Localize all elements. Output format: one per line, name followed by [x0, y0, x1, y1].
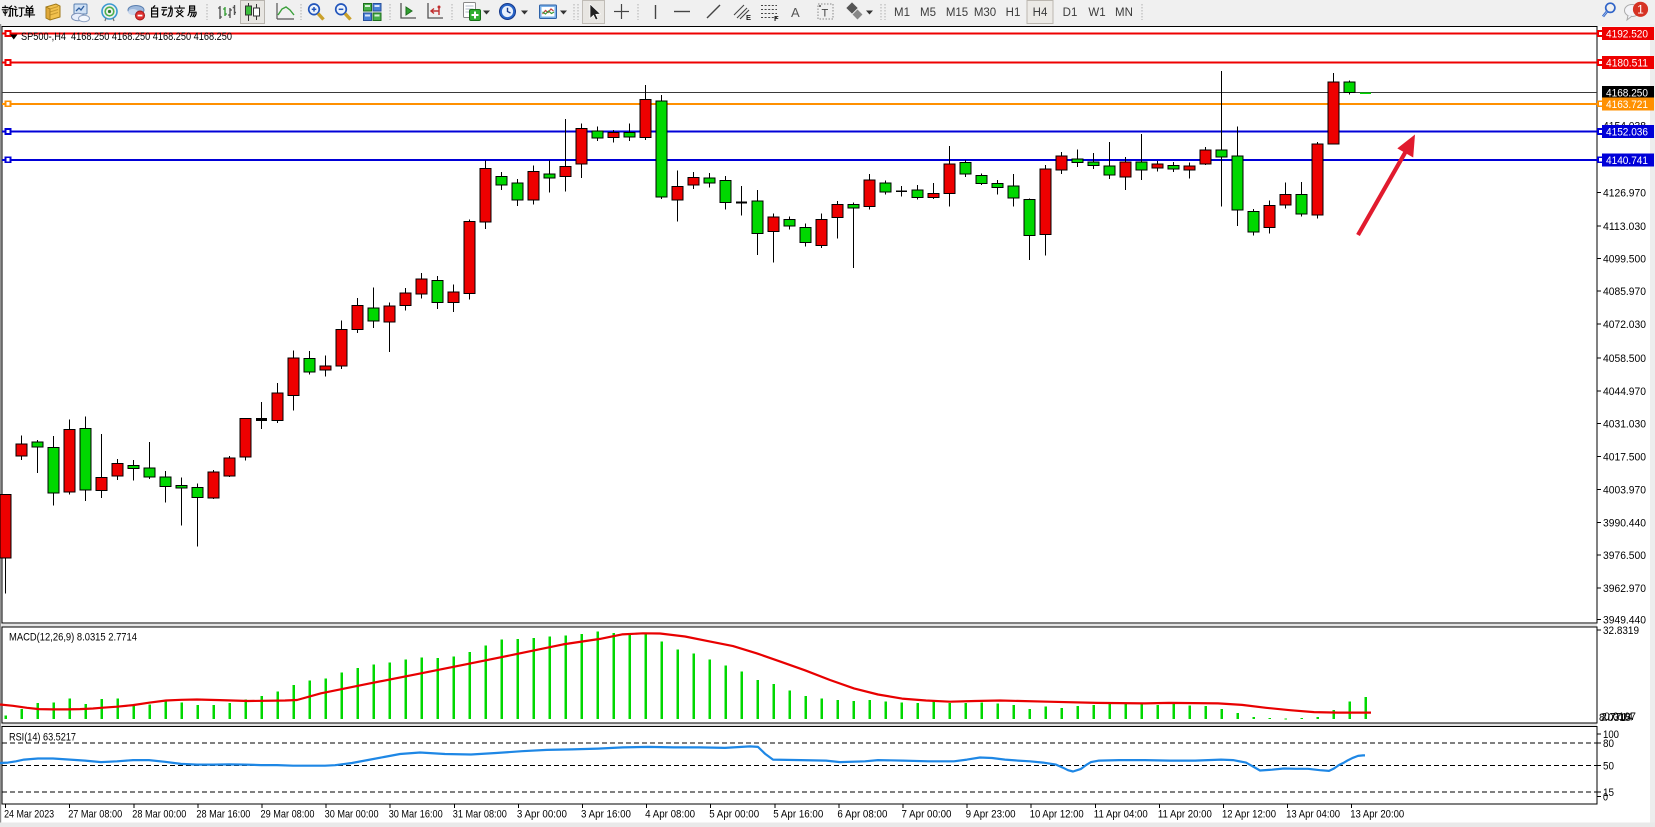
svg-text:4126.970: 4126.970: [1603, 188, 1646, 200]
svg-text:4 Apr 08:00: 4 Apr 08:00: [645, 809, 695, 821]
svg-text:3990.440: 3990.440: [1603, 517, 1646, 529]
svg-text:4017.500: 4017.500: [1603, 452, 1646, 464]
svg-text:1: 1: [1637, 3, 1644, 17]
svg-text:W1: W1: [1088, 7, 1105, 19]
svg-text:80: 80: [1603, 738, 1614, 750]
svg-text:13 Apr 04:00: 13 Apr 04:00: [1286, 809, 1340, 821]
svg-text:15: 15: [1603, 787, 1614, 799]
svg-text:4031.030: 4031.030: [1603, 419, 1646, 431]
svg-text:12 Apr 12:00: 12 Apr 12:00: [1222, 809, 1276, 821]
svg-text:13 Apr 20:00: 13 Apr 20:00: [1350, 809, 1404, 821]
svg-text:A: A: [791, 5, 800, 20]
svg-text:M5: M5: [920, 7, 936, 19]
svg-text:T: T: [822, 8, 829, 20]
svg-text:4058.500: 4058.500: [1603, 353, 1646, 365]
svg-text:7 Apr 00:00: 7 Apr 00:00: [902, 809, 952, 821]
svg-text:28 Mar 00:00: 28 Mar 00:00: [132, 809, 186, 821]
svg-text:5 Apr 16:00: 5 Apr 16:00: [773, 809, 823, 821]
svg-text:32.8319: 32.8319: [1603, 625, 1639, 637]
svg-text:H4: H4: [1033, 7, 1048, 19]
svg-text:11 Apr 04:00: 11 Apr 04:00: [1094, 809, 1148, 821]
svg-text:6 Apr 08:00: 6 Apr 08:00: [837, 809, 887, 821]
svg-text:4113.030: 4113.030: [1603, 221, 1646, 233]
svg-text:4044.970: 4044.970: [1603, 386, 1646, 398]
svg-text:D1: D1: [1063, 7, 1078, 19]
svg-text:4085.970: 4085.970: [1603, 286, 1646, 298]
svg-text:0.0107: 0.0107: [1604, 711, 1636, 723]
svg-text:4140.741: 4140.741: [1606, 155, 1648, 167]
svg-text:M30: M30: [974, 7, 996, 19]
svg-text:50: 50: [1603, 761, 1614, 773]
svg-text:31 Mar 08:00: 31 Mar 08:00: [453, 809, 507, 821]
svg-text:4003.970: 4003.970: [1603, 484, 1646, 496]
svg-text:10 Apr 12:00: 10 Apr 12:00: [1030, 809, 1084, 821]
svg-text:3976.500: 3976.500: [1603, 550, 1646, 562]
svg-text:RSI(14) 63.5217: RSI(14) 63.5217: [9, 732, 76, 744]
svg-text:11 Apr 20:00: 11 Apr 20:00: [1158, 809, 1212, 821]
svg-text:30 Mar 16:00: 30 Mar 16:00: [389, 809, 443, 821]
svg-text:4152.036: 4152.036: [1606, 127, 1648, 139]
svg-text:3949.440: 3949.440: [1603, 615, 1646, 627]
svg-text:E: E: [746, 13, 751, 22]
svg-text:100: 100: [1603, 729, 1619, 741]
svg-text:8.0315: 8.0315: [1599, 712, 1631, 724]
svg-text:F: F: [774, 14, 779, 23]
svg-text:MN: MN: [1115, 7, 1133, 19]
svg-text:3962.970: 3962.970: [1603, 583, 1646, 595]
svg-text:4072.030: 4072.030: [1603, 319, 1646, 331]
svg-text:4163.721: 4163.721: [1606, 99, 1648, 111]
svg-text:MACD(12,26,9) 8.0315 2.7714: MACD(12,26,9) 8.0315 2.7714: [9, 632, 137, 644]
svg-text:4180.511: 4180.511: [1606, 58, 1648, 70]
svg-text:M1: M1: [894, 7, 910, 19]
svg-text:4099.500: 4099.500: [1603, 253, 1646, 265]
svg-text:29 Mar 08:00: 29 Mar 08:00: [261, 809, 315, 821]
svg-text:M15: M15: [946, 7, 968, 19]
svg-text:3 Apr 16:00: 3 Apr 16:00: [581, 809, 631, 821]
svg-text:24 Mar 2023: 24 Mar 2023: [4, 809, 54, 821]
svg-text:H1: H1: [1006, 7, 1021, 19]
svg-text:2.7714: 2.7714: [1601, 712, 1633, 724]
svg-text:27 Mar 08:00: 27 Mar 08:00: [68, 809, 122, 821]
svg-text:5 Apr 00:00: 5 Apr 00:00: [709, 809, 759, 821]
svg-text:SP500-,H4 4168.250 4168.250 4: SP500-,H4 4168.250 4168.250 4168.250 416…: [21, 31, 232, 43]
svg-text:28 Mar 16:00: 28 Mar 16:00: [196, 809, 250, 821]
svg-text:4192.520: 4192.520: [1606, 29, 1648, 41]
svg-text:0: 0: [1603, 792, 1608, 804]
svg-text:3 Apr 00:00: 3 Apr 00:00: [517, 809, 567, 821]
svg-text:30 Mar 00:00: 30 Mar 00:00: [325, 809, 379, 821]
svg-text:4168.250: 4168.250: [1606, 88, 1648, 100]
svg-text:9 Apr 23:00: 9 Apr 23:00: [966, 809, 1016, 821]
